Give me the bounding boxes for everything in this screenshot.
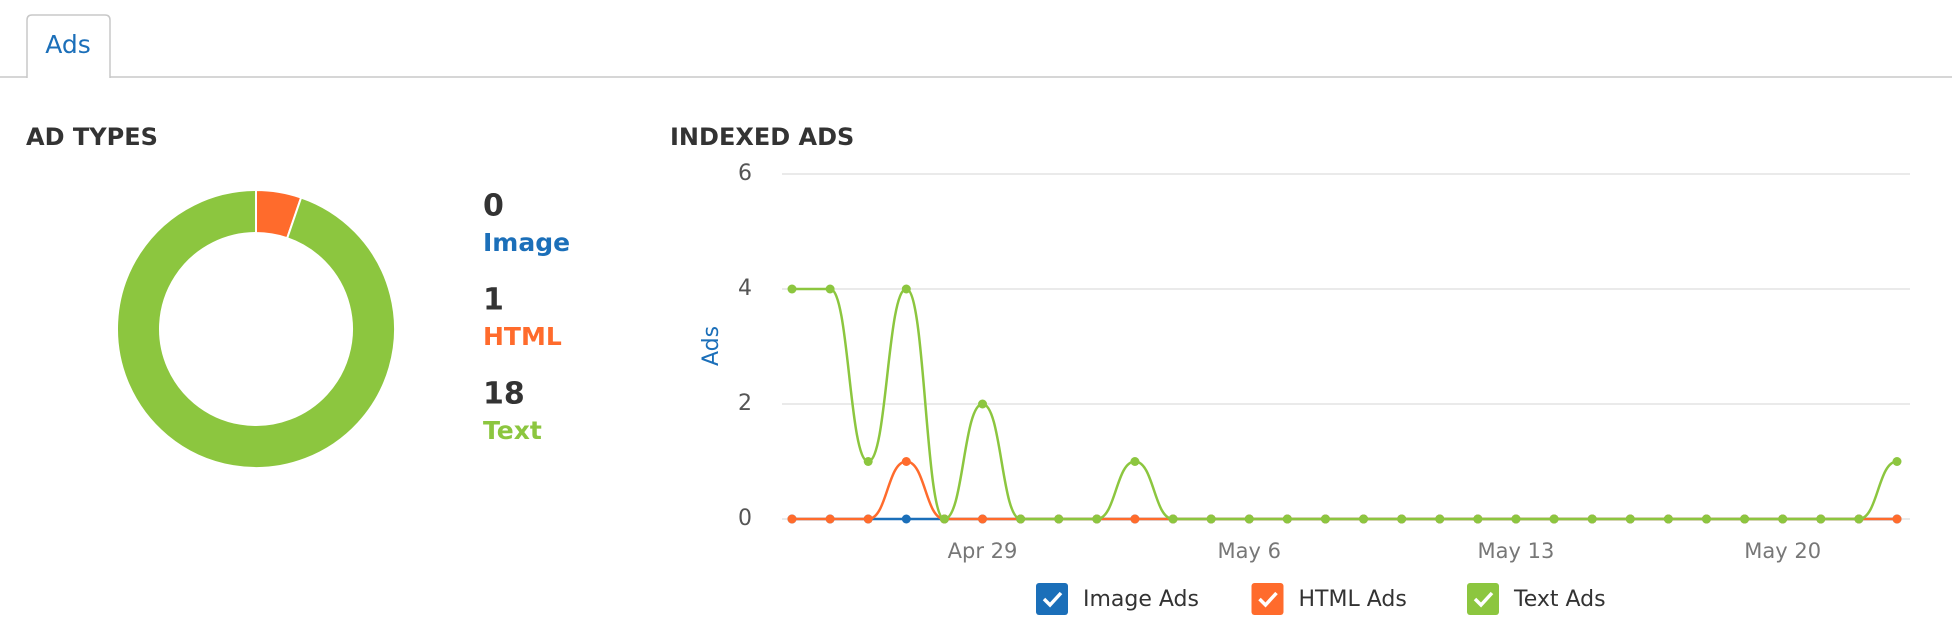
data-point bbox=[1359, 514, 1369, 524]
data-point bbox=[1892, 457, 1902, 466]
data-point bbox=[1778, 514, 1788, 524]
data-point bbox=[1168, 514, 1178, 524]
legend-label: Image bbox=[483, 228, 570, 257]
data-point bbox=[1016, 514, 1026, 524]
data-point bbox=[825, 284, 835, 294]
data-point bbox=[1054, 514, 1064, 524]
data-point bbox=[901, 284, 911, 294]
x-tick-label: Apr 29 bbox=[948, 539, 1018, 563]
legend-label: Image Ads bbox=[1083, 587, 1199, 612]
legend-label: HTML Ads bbox=[1299, 587, 1407, 612]
data-point bbox=[901, 514, 911, 524]
legend-value: 0 bbox=[483, 189, 504, 224]
data-point bbox=[901, 457, 911, 466]
data-point bbox=[1473, 514, 1483, 524]
legend-checkbox[interactable] bbox=[1251, 583, 1284, 615]
data-point bbox=[1740, 514, 1750, 524]
data-point bbox=[787, 514, 797, 524]
data-point bbox=[1511, 514, 1521, 524]
data-point bbox=[1130, 514, 1140, 524]
y-tick-label: 2 bbox=[738, 391, 752, 416]
y-axis-label: Ads bbox=[699, 326, 724, 366]
donut-slice bbox=[116, 188, 396, 469]
legend-label: Text bbox=[483, 416, 542, 445]
data-point bbox=[939, 514, 949, 524]
legend-check bbox=[1258, 591, 1278, 608]
legend-check bbox=[1042, 591, 1063, 608]
legend-label: HTML bbox=[483, 322, 562, 351]
data-point bbox=[1282, 514, 1292, 524]
chart-title: INDEXED ADS bbox=[670, 123, 854, 151]
data-point bbox=[1549, 514, 1559, 524]
legend-checkbox[interactable] bbox=[1467, 583, 1499, 615]
data-point bbox=[1206, 514, 1216, 524]
data-point bbox=[1092, 514, 1102, 524]
data-point bbox=[1587, 514, 1597, 524]
y-tick-label: 4 bbox=[738, 276, 752, 301]
data-point bbox=[1663, 514, 1673, 524]
data-point bbox=[1435, 514, 1445, 524]
data-point bbox=[1701, 514, 1711, 524]
legend-item[interactable]: HTML Ads bbox=[1251, 583, 1407, 615]
data-point bbox=[1816, 514, 1826, 524]
legend-value: 1 bbox=[483, 283, 504, 318]
legend-check bbox=[1473, 591, 1494, 608]
data-point bbox=[1397, 514, 1407, 524]
data-point bbox=[1892, 514, 1902, 524]
data-point bbox=[863, 457, 873, 466]
data-point bbox=[978, 399, 988, 409]
legend-item[interactable]: Image Ads bbox=[1036, 583, 1199, 615]
chart-title: AD TYPES bbox=[26, 123, 158, 151]
data-point bbox=[825, 514, 835, 524]
tab-label[interactable]: Ads bbox=[45, 30, 91, 59]
legend-checkbox[interactable] bbox=[1036, 583, 1068, 615]
data-point bbox=[1130, 457, 1140, 466]
tab[interactable] bbox=[26, 14, 111, 78]
data-point bbox=[1244, 514, 1254, 524]
y-tick-label: 6 bbox=[738, 161, 752, 186]
series-line bbox=[792, 287, 1898, 521]
legend-value: 18 bbox=[483, 377, 525, 412]
x-tick-label: May 20 bbox=[1744, 539, 1821, 563]
data-point bbox=[1625, 514, 1635, 524]
legend-item[interactable]: Text Ads bbox=[1467, 583, 1606, 615]
data-point bbox=[978, 514, 988, 524]
data-point bbox=[863, 514, 873, 524]
x-tick-label: May 6 bbox=[1218, 539, 1281, 563]
data-point bbox=[787, 284, 797, 294]
legend-label: Text Ads bbox=[1513, 587, 1606, 612]
x-tick-label: May 13 bbox=[1478, 539, 1555, 563]
data-point bbox=[1854, 514, 1864, 524]
y-tick-label: 0 bbox=[738, 506, 752, 531]
data-point bbox=[1320, 514, 1330, 524]
